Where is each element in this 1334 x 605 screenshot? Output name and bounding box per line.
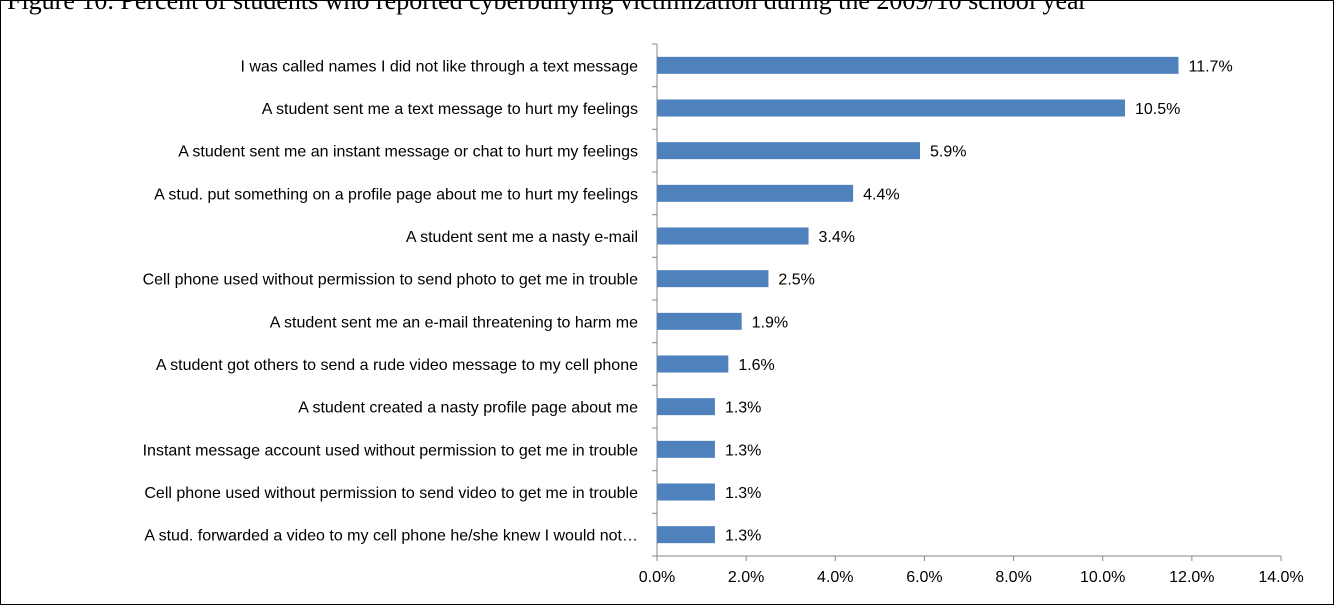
value-label: 10.5% — [1135, 101, 1180, 118]
value-label: 5.9% — [930, 144, 966, 161]
bar — [657, 99, 1125, 117]
x-tick-label: 2.0% — [728, 569, 764, 586]
x-tick-label: 4.0% — [817, 569, 853, 586]
category-labels: I was called names I did not like throug… — [143, 58, 639, 544]
value-label: 1.3% — [725, 400, 761, 417]
category-label: A student sent me a text message to hurt… — [262, 101, 638, 118]
category-label: A student sent me an instant message or … — [178, 144, 638, 161]
bar — [657, 440, 715, 458]
x-axis: 0.0% 2.0% 4.0% 6.0% 8.0% 10.0% 12.0% 14.0% — [639, 555, 1304, 586]
bar — [657, 483, 715, 501]
category-label: A student sent me a nasty e-mail — [406, 229, 638, 246]
value-labels: 11.7% 10.5% 5.9% 4.4% 3.4% 2.5% 1.9% 1.6% 1.3% 1.… — [725, 58, 1233, 544]
bar — [657, 526, 715, 544]
x-tick-label: 12.0% — [1169, 569, 1214, 586]
bar — [657, 184, 854, 202]
value-label: 1.9% — [752, 314, 788, 331]
bar — [657, 398, 715, 416]
figure-caption: Figure 10. Percent of students who repor… — [7, 0, 1088, 15]
category-label: A student sent me an e-mail threatening … — [270, 314, 638, 331]
bar — [657, 227, 809, 245]
value-label: 1.3% — [725, 485, 761, 502]
bar — [657, 142, 920, 160]
y-axis — [652, 43, 658, 557]
category-label: Instant message account used without per… — [143, 442, 638, 459]
x-tick-label: 6.0% — [906, 569, 942, 586]
x-tick-label: 10.0% — [1080, 569, 1125, 586]
x-tick-label: 8.0% — [995, 569, 1031, 586]
value-label: 2.5% — [778, 272, 814, 289]
category-label: I was called names I did not like throug… — [240, 58, 638, 75]
category-label: Cell phone used without permission to se… — [144, 485, 638, 502]
x-tick-label: 14.0% — [1258, 569, 1303, 586]
bar — [657, 270, 769, 288]
category-label: A student got others to send a rude vide… — [156, 357, 638, 374]
bars — [657, 56, 1179, 544]
value-label: 1.6% — [738, 357, 774, 374]
bar — [657, 312, 742, 330]
category-label: A stud. put something on a profile page … — [154, 186, 638, 203]
category-label: Cell phone used without permission to se… — [143, 272, 639, 289]
bar — [657, 355, 729, 373]
value-label: 3.4% — [819, 229, 855, 246]
bar — [657, 56, 1179, 74]
value-label: 1.3% — [725, 442, 761, 459]
value-label: 11.7% — [1188, 58, 1232, 75]
category-label: A stud. forwarded a video to my cell pho… — [144, 528, 638, 545]
value-label: 1.3% — [725, 528, 761, 545]
value-label: 4.4% — [863, 186, 899, 203]
category-label: A student created a nasty profile page a… — [298, 400, 638, 417]
x-tick-label: 0.0% — [639, 569, 675, 586]
